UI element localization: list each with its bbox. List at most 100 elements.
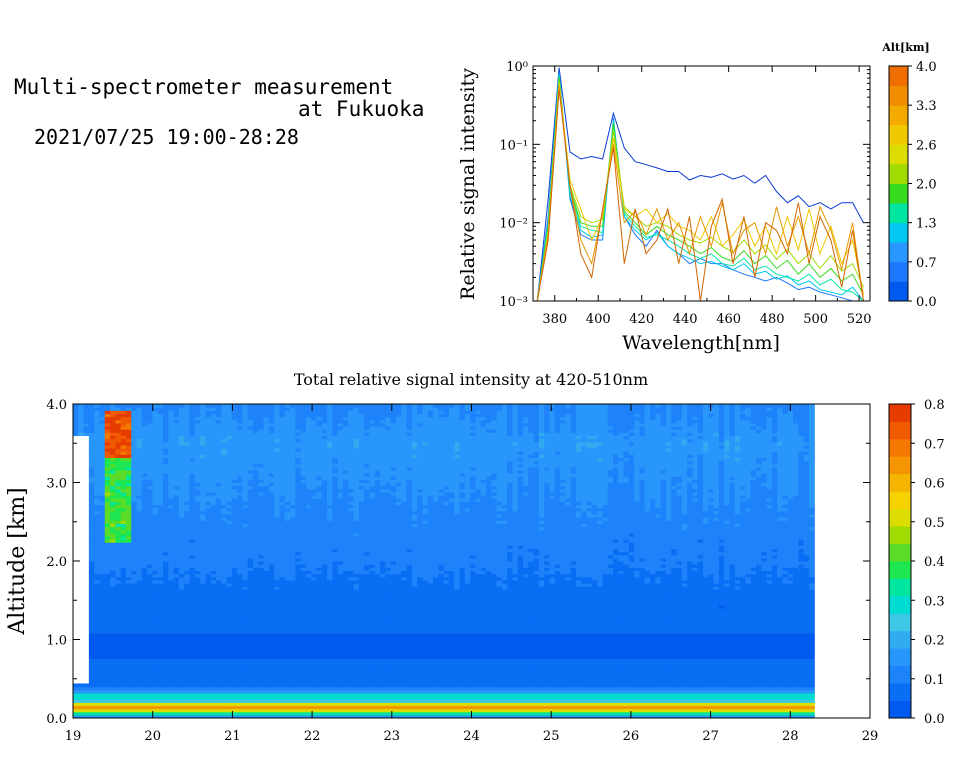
heatmap-cell [184,416,191,421]
heatmap-cell [115,441,122,446]
heatmap-cell [115,561,122,565]
heatmap-cell [184,463,191,468]
heatmap-cell [110,636,116,641]
heatmap-cell [136,432,143,436]
heatmap-cell [184,611,191,615]
heatmap-cell [88,645,95,650]
heatmap-cell [237,526,244,531]
heatmap-cell [194,529,201,534]
heatmap-cell [194,582,201,587]
heatmap-cell [78,416,85,421]
heatmap-cell [104,586,111,590]
heatmap-cell [173,699,180,703]
heatmap-cell [200,626,206,631]
heatmap-cell [200,570,206,575]
heatmap-cell [231,620,238,625]
heatmap-cell [221,526,228,531]
heatmap-cell [94,708,101,713]
heatmap-cell [184,692,191,697]
heatmap-cell [184,711,191,716]
heatmap-cell [231,595,238,600]
heatmap-cell [147,689,154,694]
heatmap-cell [173,639,180,644]
heatmap-cell [110,667,116,672]
heatmap-cell [194,432,201,436]
heatmap-cell [221,447,228,452]
heatmap-cell [163,535,169,540]
heatmap-cell [242,504,249,509]
heatmap-cell [94,542,101,546]
heatmap-cell [242,667,249,672]
measurement-datetime: 2021/07/25 19:00-28:28 [34,125,299,149]
heatmap-cell [168,520,175,524]
heatmap-cell [194,422,201,427]
heatmap-cell [163,573,169,578]
heatmap-cell [200,674,206,678]
heatmap-cell [226,661,233,666]
heatmap-cell [136,404,143,408]
heatmap-cell [141,485,148,490]
heatmap-cell [210,438,217,443]
heatmap-cell [110,702,116,707]
heatmap-cell [141,416,148,421]
figure-title-line1: Multi-spectrometer measurement [14,75,394,99]
heatmap-cell [231,608,238,612]
heatmap-cell [189,633,196,637]
heatmap-cell [110,529,116,534]
heatmap-cell [78,686,85,691]
heatmap-cell [104,705,111,710]
heatmap-cell [136,460,143,465]
heatmap-cell [147,705,154,710]
heatmap-cell [94,444,101,449]
heatmap-cell [125,708,132,713]
heatmap-cell [168,680,175,685]
heatmap-cell [147,623,154,628]
heatmap-cell [189,523,196,528]
heatmap-cell [226,416,233,421]
heatmap-cell [157,523,164,528]
heatmap-cell [88,510,95,515]
heatmap-cell [141,711,148,716]
heatmap-cell [184,557,191,562]
heatmap-cell [184,642,191,647]
heatmap-cell [215,648,222,653]
heatmap-cell [173,554,180,559]
heatmap-cell [115,551,122,556]
heatmap-cell [194,548,201,553]
heatmap-cell [168,491,175,496]
heatmap-cell [88,542,95,546]
heatmap-cell [231,598,238,603]
heatmap-cell [88,454,95,458]
heatmap-cell [178,535,185,540]
heatmap-cell [189,589,196,593]
heatmap-cell [131,557,138,562]
heatmap-cell [115,523,122,528]
heatmap-cell [210,554,217,559]
heatmap-cell [210,586,217,590]
heatmap-cell [78,413,85,418]
heatmap-cell [131,488,138,493]
heatmap-cell [110,523,116,528]
heatmap-cell [141,451,148,455]
heatmap-cell [104,419,111,424]
heatmap-cell [110,435,116,440]
heatmap-cell [115,473,122,477]
heatmap-cell [88,545,95,550]
heatmap-cell [115,507,122,512]
heatmap-cell [221,491,228,496]
heatmap-cell [194,491,201,496]
heatmap-cell [152,545,159,550]
heatmap-cell [120,454,127,458]
heatmap-cell [147,469,154,474]
heatmap-cell [189,611,196,615]
heatmap-cell [147,598,154,603]
heatmap-cell [120,614,127,619]
altitude-colorbar-swatch [889,124,908,145]
heatmap-cell [125,429,132,433]
heatmap-cell [173,611,180,615]
heatmap-cell [99,410,106,415]
heatmap-cell [205,495,212,499]
heatmap-cell [88,438,95,443]
heatmap-cell [157,419,164,424]
heatmap-cell [210,416,217,421]
